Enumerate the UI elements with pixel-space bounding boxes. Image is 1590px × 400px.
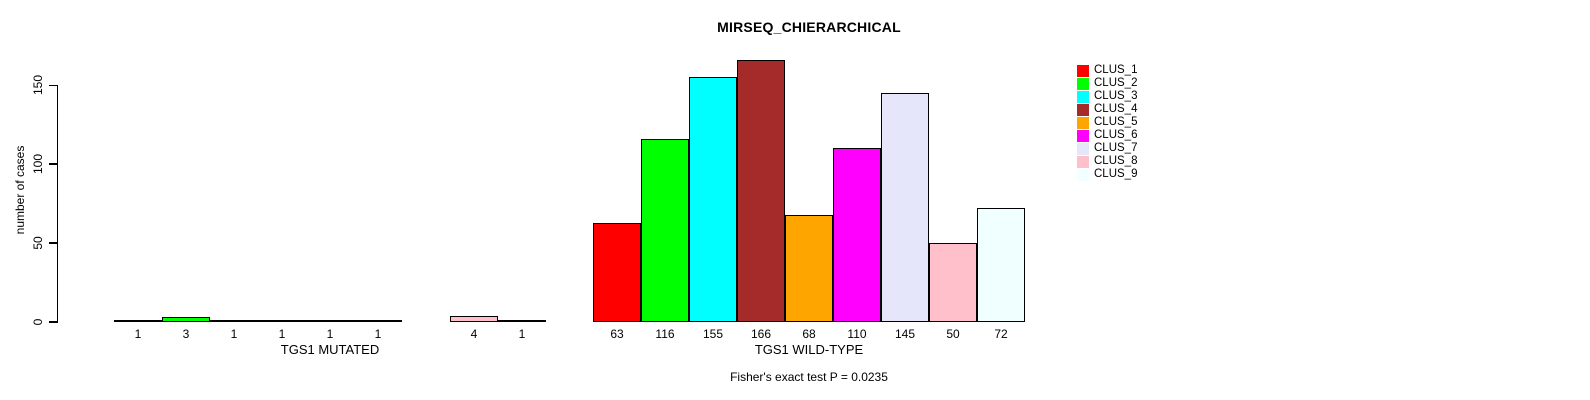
y-tick-50 — [48, 242, 57, 244]
bar-clus_7-group2 — [881, 93, 929, 322]
bar-value-clus_8-group1: 4 — [470, 327, 478, 341]
legend-label-clus_7: CLUS_7 — [1094, 142, 1138, 154]
bar-clus_3-group2 — [689, 77, 737, 322]
bar-value-clus_9-group2: 72 — [994, 327, 1008, 341]
fisher-test-annotation: Fisher's exact test P = 0.0235 — [730, 370, 888, 384]
bar-value-clus_5-group1: 1 — [326, 327, 334, 341]
bar-clus_4-group1 — [258, 320, 306, 323]
bar-value-clus_3-group2: 155 — [702, 327, 724, 341]
bar-clus_2-group2 — [641, 138, 689, 322]
legend-swatch-clus_8 — [1077, 155, 1089, 168]
y-tick-150 — [48, 84, 57, 87]
bar-clus_5-group1 — [306, 320, 354, 323]
bar-clus_1-group1 — [114, 320, 162, 323]
legend-swatch-clus_6 — [1077, 129, 1089, 142]
legend-swatch-clus_9 — [1077, 168, 1089, 181]
bar-clus_8-group1 — [450, 315, 498, 322]
y-tick-label-100: 100 — [31, 154, 45, 175]
bar-clus_6-group2 — [833, 148, 881, 322]
bar-clus_9-group2 — [977, 208, 1025, 322]
legend-swatch-clus_2 — [1077, 77, 1089, 90]
bar-clus_8-group2 — [929, 243, 977, 322]
bar-value-clus_1-group1: 1 — [134, 327, 142, 341]
bar-value-clus_1-group2: 63 — [610, 327, 624, 341]
legend-label-clus_9: CLUS_9 — [1094, 168, 1138, 180]
bar-value-clus_2-group1: 3 — [182, 327, 190, 341]
legend-swatch-clus_5 — [1077, 116, 1089, 129]
bar-value-clus_7-group2: 145 — [894, 327, 916, 341]
legend-label-clus_6: CLUS_6 — [1094, 129, 1138, 141]
chart-title: MIRSEQ_CHIERARCHICAL — [717, 19, 901, 35]
y-tick-label-0: 0 — [31, 318, 45, 326]
x-group-label-1: TGS1 MUTATED — [280, 342, 380, 357]
bar-clus_2-group1 — [162, 317, 210, 322]
x-group-label-2: TGS1 WILD-TYPE — [754, 342, 864, 357]
legend-swatch-clus_7 — [1077, 142, 1089, 155]
bar-value-clus_4-group2: 166 — [750, 327, 772, 341]
y-tick-label-150: 150 — [31, 75, 45, 96]
legend-label-clus_5: CLUS_5 — [1094, 116, 1138, 128]
legend-swatch-clus_4 — [1077, 103, 1089, 116]
bar-value-clus_2-group2: 116 — [655, 327, 675, 341]
y-tick-100 — [48, 163, 57, 165]
bar-value-clus_6-group2: 110 — [847, 327, 867, 341]
y-tick-label-50: 50 — [31, 236, 45, 250]
legend-label-clus_1: CLUS_1 — [1094, 64, 1138, 76]
y-axis-line — [56, 85, 58, 323]
y-axis-label: number of cases — [13, 145, 27, 235]
bar-value-clus_8-group2: 50 — [946, 327, 960, 341]
y-tick-0 — [48, 321, 57, 323]
bar-clus_6-group1 — [354, 320, 402, 323]
bar-clus_1-group2 — [593, 222, 641, 322]
bar-clus_3-group1 — [210, 320, 258, 323]
bar-clus_4-group2 — [737, 60, 785, 322]
bar-value-clus_4-group1: 1 — [278, 327, 286, 341]
bar-value-clus_9-group1: 1 — [518, 327, 526, 341]
legend-label-clus_2: CLUS_2 — [1094, 77, 1138, 89]
bar-clus_5-group2 — [785, 214, 833, 322]
legend-swatch-clus_1 — [1077, 64, 1089, 77]
legend-swatch-clus_3 — [1077, 90, 1089, 103]
bar-value-clus_3-group1: 1 — [230, 327, 238, 341]
bar-value-clus_6-group1: 1 — [374, 327, 382, 341]
legend-label-clus_4: CLUS_4 — [1094, 103, 1138, 115]
bar-value-clus_5-group2: 68 — [802, 327, 816, 341]
bar-clus_9-group1 — [498, 320, 546, 323]
legend-label-clus_3: CLUS_3 — [1094, 90, 1138, 102]
legend-label-clus_8: CLUS_8 — [1094, 155, 1138, 167]
